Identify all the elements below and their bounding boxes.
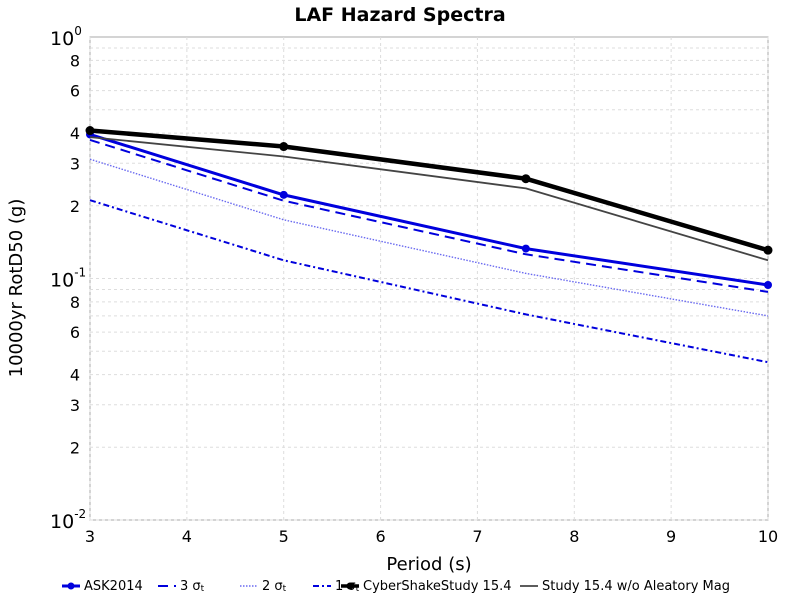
legend-marker [346, 582, 354, 590]
data-point [279, 142, 289, 152]
legend-item: 2 σt [240, 579, 287, 594]
y-minor-tick-label: 2 [70, 197, 80, 216]
y-minor-tick-label: 2 [70, 438, 80, 457]
legend-label: CyberShakeStudy 15.4 [363, 579, 512, 594]
y-major-tick-label: 10-1 [50, 266, 86, 292]
x-tick-label: 4 [182, 527, 192, 546]
data-point [521, 244, 530, 253]
legend-item: CyberShakeStudy 15.4 [341, 579, 512, 594]
x-tick-label: 3 [85, 527, 95, 546]
y-minor-tick-label: 3 [70, 154, 80, 173]
grid-lines [89, 37, 769, 521]
series-line [89, 158, 769, 317]
x-tick-label: 7 [472, 527, 482, 546]
x-tick-label: 6 [375, 527, 385, 546]
y-minor-tick-label: 6 [70, 82, 80, 101]
series-line [89, 128, 769, 253]
y-minor-tick-label: 4 [70, 366, 80, 385]
x-tick-label: 5 [279, 527, 289, 546]
y-minor-tick-label: 8 [70, 293, 80, 312]
y-axis-label: 10000yr RotD50 (g) [6, 199, 27, 378]
x-tick-label: 10 [758, 527, 778, 546]
legend-marker [67, 582, 75, 590]
legend-item: 3 σt [158, 579, 205, 594]
chart-title: LAF Hazard Spectra [294, 4, 505, 26]
series-line [89, 132, 769, 287]
series-line [89, 199, 769, 364]
series-layer [85, 126, 773, 364]
y-minor-tick-label: 3 [70, 396, 80, 415]
data-point [279, 190, 288, 199]
y-major-tick-label: 10-2 [50, 507, 86, 533]
x-tick-label: 8 [569, 527, 579, 546]
x-axis-label: Period (s) [386, 554, 471, 575]
series-line [89, 136, 769, 262]
y-minor-tick-label: 4 [70, 124, 80, 143]
data-point [764, 280, 772, 289]
data-point [763, 245, 773, 255]
y-minor-tick-label: 8 [70, 51, 80, 70]
legend-item: Study 15.4 w/o Aleatory Mag [520, 579, 730, 594]
tick-labels: 3 4 5 6 7 8 9 10 10-2 10-1 100 2 3 4 6 8 2 3 4 6 8 [50, 24, 778, 546]
series-line [89, 138, 769, 293]
data-point [85, 126, 95, 136]
legend-label: 2 σt [262, 579, 287, 594]
legend-label: 3 σt [180, 579, 205, 594]
data-point [521, 174, 531, 184]
legend-label: ASK2014 [84, 579, 143, 594]
legend-item: ASK2014 [62, 579, 143, 594]
x-tick-label: 9 [666, 527, 676, 546]
y-minor-tick-label: 6 [70, 323, 80, 342]
legend-label: Study 15.4 w/o Aleatory Mag [542, 579, 730, 594]
y-major-tick-label: 100 [50, 24, 82, 50]
